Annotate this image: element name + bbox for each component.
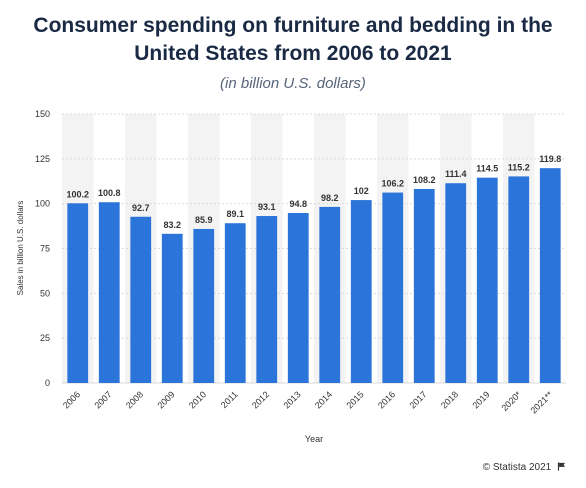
x-tick-label: 2007 <box>92 389 113 410</box>
bar[interactable] <box>476 177 498 383</box>
value-label: 93.1 <box>258 202 276 212</box>
x-tick-label: 2019 <box>470 389 491 410</box>
bar[interactable] <box>161 233 183 383</box>
bar[interactable] <box>350 200 372 383</box>
x-tick-label: 2011 <box>219 389 240 410</box>
x-tick-label: 2012 <box>250 389 271 410</box>
footer: © Statista 2021 <box>483 462 566 473</box>
bar[interactable] <box>413 188 435 383</box>
y-tick-label: 125 <box>35 154 50 164</box>
value-label: 83.2 <box>163 220 181 230</box>
x-tick-label: 2006 <box>61 389 82 410</box>
x-tick-label: 2018 <box>439 389 460 410</box>
x-axis-ticks: 2006 2007 2008 2009 2010 2011 2012 2013 2014 2015… <box>61 389 555 416</box>
bar[interactable] <box>130 216 152 383</box>
x-tick-label: 2013 <box>281 389 302 410</box>
x-tick-label: 2020* <box>499 389 523 413</box>
y-tick-label: 150 <box>35 109 50 119</box>
value-label: 115.2 <box>508 162 530 172</box>
value-label: 92.7 <box>132 203 150 213</box>
value-label: 85.9 <box>195 215 213 225</box>
x-tick-label: 2010 <box>187 389 208 410</box>
bar[interactable] <box>319 206 341 383</box>
x-axis-label: Year <box>305 434 323 444</box>
flag-icon[interactable] <box>557 462 566 471</box>
value-label: 98.2 <box>321 193 339 203</box>
x-tick-label: 2009 <box>155 389 176 410</box>
bars <box>67 168 561 383</box>
value-label: 114.5 <box>476 164 498 174</box>
x-tick-label: 2008 <box>124 389 145 410</box>
y-tick-label: 100 <box>35 199 50 209</box>
value-label: 100.2 <box>66 189 89 199</box>
y-axis-ticks: 0 25 50 75 100 125 150 <box>35 109 50 388</box>
bar[interactable] <box>98 202 120 383</box>
value-label: 108.2 <box>413 175 436 185</box>
bar[interactable] <box>193 228 215 383</box>
value-label: 89.1 <box>226 209 244 219</box>
value-labels: 100.2 100.8 92.7 83.2 85.9 89.1 93.1 94.8 98.2 10… <box>66 154 561 230</box>
bar[interactable] <box>382 192 404 383</box>
x-tick-label: 2015 <box>344 389 365 410</box>
y-tick-label: 25 <box>40 333 50 343</box>
value-label: 100.8 <box>98 188 121 198</box>
x-tick-label: 2016 <box>376 389 397 410</box>
statista-credit[interactable]: © Statista 2021 <box>482 462 552 473</box>
bar[interactable] <box>224 223 246 383</box>
chart-subtitle: (in billion U.S. dollars) <box>220 75 366 92</box>
bar[interactable] <box>539 168 561 383</box>
bar[interactable] <box>256 216 278 383</box>
x-tick-label: 2017 <box>407 389 428 410</box>
value-label: 106.2 <box>381 179 404 189</box>
bar[interactable] <box>445 183 467 383</box>
x-tick-label: 2014 <box>313 389 334 410</box>
y-tick-label: 50 <box>40 288 50 298</box>
value-label: 111.4 <box>445 169 467 179</box>
x-tick-label: 2021** <box>528 389 555 416</box>
bar[interactable] <box>508 176 530 383</box>
value-label: 119.8 <box>539 154 561 164</box>
value-label: 94.8 <box>289 199 307 209</box>
value-label: 102 <box>354 186 369 196</box>
chart-title: Consumer spending on furniture and beddi… <box>33 14 553 65</box>
y-axis-label: Sales in billion U.S. dollars <box>16 201 25 296</box>
bar[interactable] <box>287 212 309 383</box>
y-tick-label: 75 <box>40 244 50 254</box>
bar[interactable] <box>67 203 89 383</box>
y-tick-label: 0 <box>45 378 50 388</box>
